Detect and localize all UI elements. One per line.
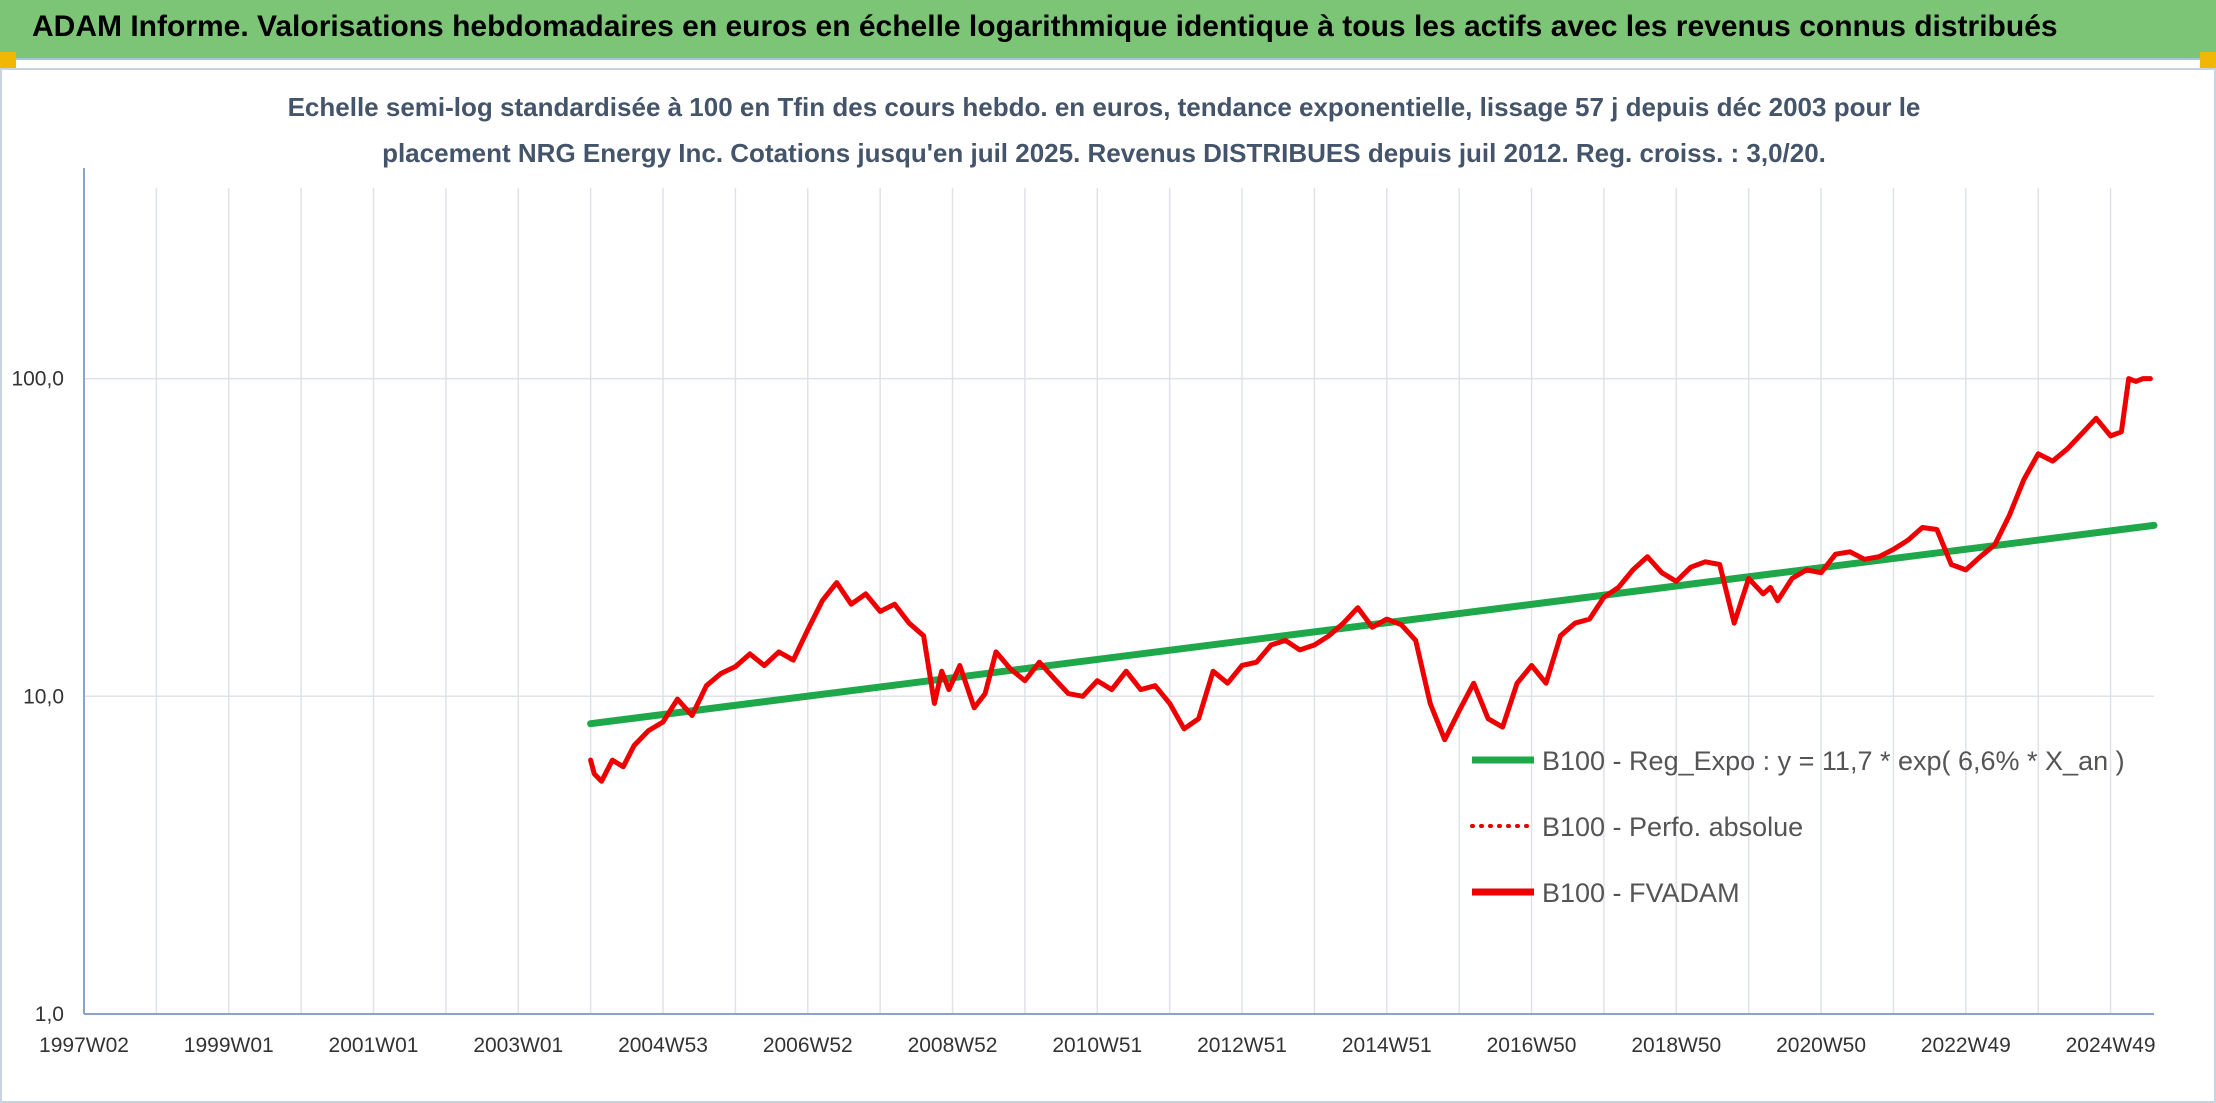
axes: 1,0 10,0 100,0 1997W02 1999W01 2001W01 2003W01… xyxy=(11,168,2156,1057)
x-tick-label: 2004W53 xyxy=(618,1034,708,1057)
fvadam-line xyxy=(588,376,2153,784)
x-tick-label: 2020W50 xyxy=(1776,1034,1866,1057)
x-tick-label: 2008W52 xyxy=(908,1034,998,1057)
report-header: ADAM Informe. Valorisations hebdomadaire… xyxy=(0,0,2216,60)
x-tick-label: 2006W52 xyxy=(763,1034,853,1057)
corner-marker-left xyxy=(0,52,16,68)
chart-subtitle-line-2: placement NRG Energy Inc. Cotations jusq… xyxy=(382,138,1826,168)
x-tick-label: 2003W01 xyxy=(473,1034,563,1057)
chart-subtitle-line-1: Echelle semi-log standardisée à 100 en T… xyxy=(288,92,1921,122)
legend-label-trend-line: B100 - Reg_Expo : y = 11,7 * exp( 6,6% *… xyxy=(1542,746,2125,776)
grid-lines xyxy=(83,188,2154,1015)
x-tick-label: 2016W50 xyxy=(1487,1034,1577,1057)
chart-area: Echelle semi-log standardisée à 100 en T… xyxy=(11,92,2158,1057)
series-lines xyxy=(587,376,2158,784)
x-tick-label: 2024W49 xyxy=(2066,1034,2156,1057)
x-tick-label: 2001W01 xyxy=(329,1034,419,1057)
x-tick-label: 2018W50 xyxy=(1631,1034,1721,1057)
legend-label-perfo-absolue-line: B100 - Perfo. absolue xyxy=(1542,812,1803,842)
legend: B100 - Reg_Expo : y = 11,7 * exp( 6,6% *… xyxy=(1470,746,2125,908)
x-tick-label: 2010W51 xyxy=(1052,1034,1142,1057)
report-title: ADAM Informe. Valorisations hebdomadaire… xyxy=(32,10,2058,43)
x-tick-label: 1997W02 xyxy=(39,1034,129,1057)
corner-marker-right xyxy=(2200,52,2216,68)
x-tick-label: 2022W49 xyxy=(1921,1034,2011,1057)
x-tick-label: 2012W51 xyxy=(1197,1034,1287,1057)
y-tick-label: 100,0 xyxy=(11,368,64,391)
y-tick-label: 1,0 xyxy=(35,1003,64,1026)
legend-label-fvadam-line: B100 - FVADAM xyxy=(1542,878,1740,908)
x-tick-label: 1999W01 xyxy=(184,1034,274,1057)
y-tick-label: 10,0 xyxy=(23,685,64,708)
x-tick-label: 2014W51 xyxy=(1342,1034,1432,1057)
chart-panel: Echelle semi-log standardisée à 100 en T… xyxy=(0,68,2216,1103)
